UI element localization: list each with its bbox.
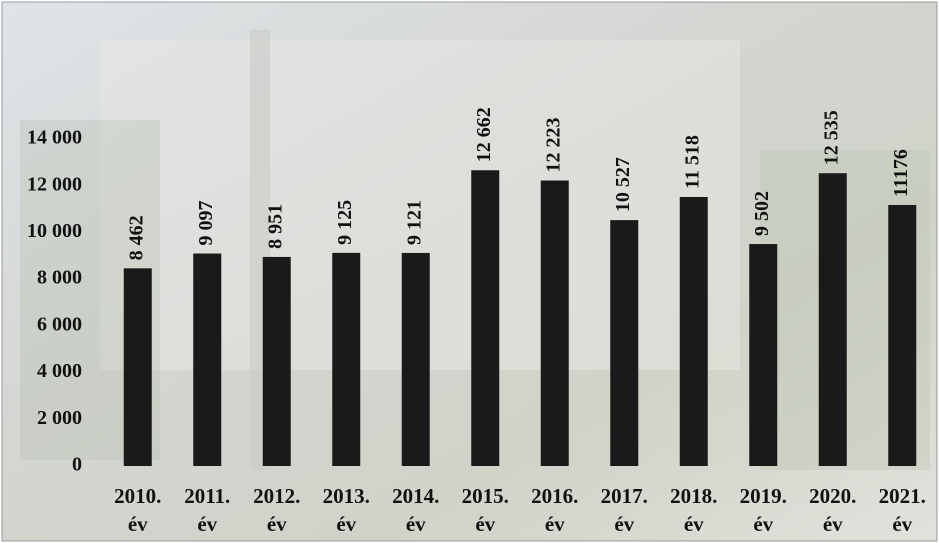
value-label: 11176 [890,149,912,197]
value-label: 10 527 [612,157,634,212]
value-label: 9 125 [334,200,356,245]
y-tick-label: 8 000 [37,267,82,289]
y-tick-label: 12 000 [27,173,82,195]
y-tick-label: 6 000 [37,313,82,335]
x-tick-label: 2010. év [114,484,162,536]
y-tick-label: 0 [72,454,82,476]
bar [262,256,291,466]
bar [332,252,361,466]
x-tick-label: 2011. év [184,484,231,536]
x-tick-label: 2021. év [878,484,926,536]
bar [818,173,847,467]
bar [749,244,778,466]
value-label: 9 097 [195,201,217,246]
value-label: 9 502 [751,191,773,236]
x-tick-label: 2012. év [253,484,301,536]
value-label: 12 535 [820,110,842,165]
bar [679,196,708,467]
x-tick-label: 2020. év [809,484,857,536]
value-label: 8 951 [264,204,286,249]
value-label: 12 662 [473,107,495,162]
y-tick-label: 4 000 [37,360,82,382]
bar [123,268,152,466]
value-label: 9 121 [403,200,425,245]
x-tick-label: 2013. év [322,484,370,536]
bar [540,180,569,466]
x-tick-label: 2018. év [670,484,718,536]
bar [610,220,639,466]
bar [888,204,917,466]
bar [471,170,500,466]
value-label: 8 462 [125,215,147,260]
bar [193,253,222,466]
y-tick-label: 14 000 [27,127,82,149]
value-label: 12 223 [542,118,564,173]
y-tick-label: 2 000 [37,407,82,429]
x-tick-label: 2015. év [461,484,509,536]
x-tick-label: 2017. év [600,484,648,536]
x-tick-label: 2016. év [531,484,579,536]
y-tick-label: 10 000 [27,220,82,242]
bar [401,252,430,466]
x-tick-label: 2014. év [392,484,440,536]
x-tick-label: 2019. év [739,484,787,536]
value-label: 11 518 [681,135,703,189]
